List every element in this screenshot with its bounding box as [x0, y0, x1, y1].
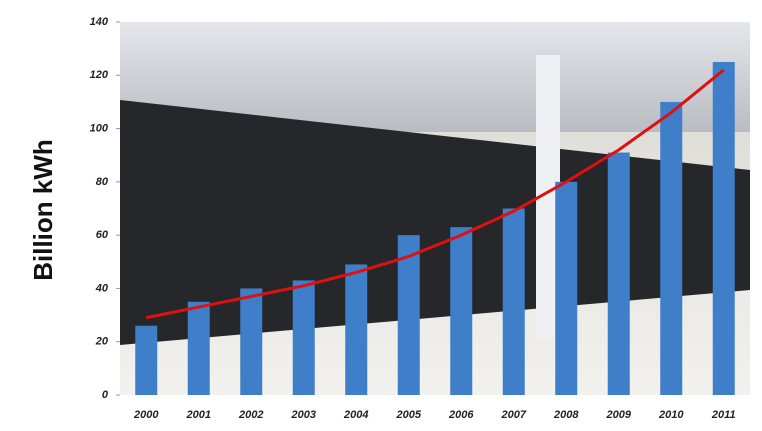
- bar: [187, 301, 210, 395]
- x-tick-label: 2005: [396, 409, 422, 421]
- bar: [135, 325, 158, 395]
- y-tick-label: 140: [90, 16, 109, 28]
- bar: [502, 208, 525, 395]
- bar: [397, 235, 420, 395]
- y-tick-label: 0: [102, 389, 109, 401]
- x-tick-label: 2006: [448, 409, 474, 421]
- y-tick-label: 100: [90, 122, 109, 134]
- x-tick-label: 2003: [291, 409, 316, 421]
- bar: [712, 61, 735, 395]
- y-tick-label: 20: [95, 336, 109, 348]
- trend-line: [145, 68, 725, 320]
- bar: [555, 181, 578, 395]
- y-tick-label: 60: [96, 229, 109, 241]
- x-tick-label: 2009: [606, 409, 632, 421]
- x-tick-label: 2011: [711, 409, 736, 421]
- x-tick-label: 2000: [133, 409, 159, 421]
- x-tick-label: 2002: [238, 409, 263, 421]
- x-tick-label: 2001: [186, 409, 211, 421]
- y-tick-label: 40: [95, 282, 109, 294]
- y-tick-label: 120: [90, 69, 109, 81]
- y-axis-label: Billion kWh: [28, 139, 58, 281]
- bar: [345, 264, 368, 395]
- bar: [450, 227, 473, 395]
- x-tick-label: 2008: [553, 409, 579, 421]
- x-tick-label: 2004: [343, 409, 368, 421]
- background-photo: [120, 22, 750, 395]
- x-tick-label: 2010: [658, 409, 684, 421]
- y-tick-label: 80: [96, 176, 109, 188]
- bar: [660, 101, 683, 395]
- bar: [607, 152, 630, 395]
- bar: [292, 280, 315, 395]
- x-tick-label: 2007: [501, 409, 527, 421]
- bar: [240, 288, 263, 395]
